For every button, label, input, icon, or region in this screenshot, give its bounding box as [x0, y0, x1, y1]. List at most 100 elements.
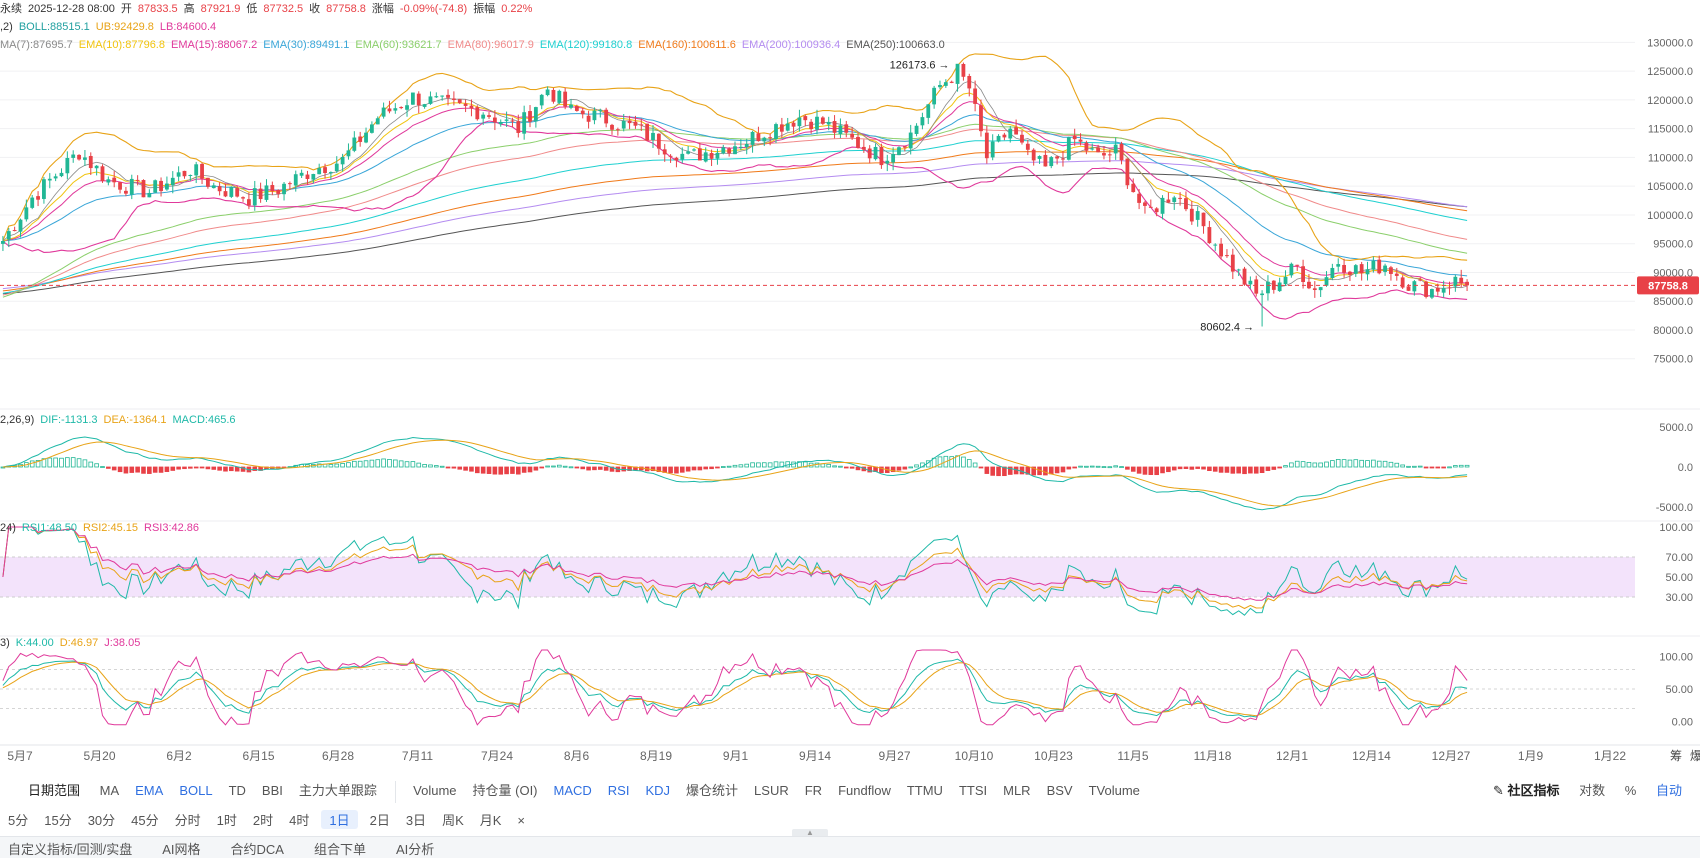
- bottom-tab[interactable]: 自定义指标/回测/实盘: [8, 842, 133, 857]
- candle-body: [1365, 269, 1370, 275]
- ema-item: MA(7):87695.7: [0, 39, 73, 51]
- bottom-tab[interactable]: 组合下单: [313, 842, 366, 857]
- candle-body: [569, 104, 573, 108]
- macd-histogram-bar: [527, 466, 533, 473]
- candle-body: [159, 180, 163, 192]
- candle-body: [1037, 156, 1042, 159]
- candle-body: [539, 94, 544, 106]
- macd-histogram-bar: [1324, 461, 1329, 468]
- candle-body: [996, 135, 1001, 142]
- candle-body: [551, 89, 556, 102]
- macd-histogram-bar: [603, 466, 609, 471]
- candle-body: [639, 124, 644, 126]
- candle-body: [182, 170, 187, 177]
- macd-histogram-bar: [767, 462, 773, 468]
- candle-body: [1061, 158, 1065, 160]
- candle-body: [287, 183, 292, 185]
- sub-indicator-chip[interactable]: KDJ: [645, 783, 671, 798]
- candle-body: [100, 166, 105, 181]
- collapse-handle[interactable]: ▲: [792, 829, 828, 837]
- community-indicators-button[interactable]: ✎ 社区指标: [1492, 783, 1560, 798]
- timeframe-45分[interactable]: 45分: [131, 813, 159, 828]
- sub-indicator-chip[interactable]: 持仓量 (OI): [472, 783, 538, 798]
- macd-histogram-bar: [715, 466, 720, 469]
- sub-indicator-chip[interactable]: TTMU: [906, 783, 943, 798]
- candle-body: [1055, 156, 1060, 159]
- bottom-tab[interactable]: 合约DCA: [230, 842, 284, 857]
- macd-histogram-bar: [59, 457, 64, 468]
- macd-histogram-bar: [439, 465, 445, 468]
- candle-body: [592, 110, 597, 121]
- timeframe-1日[interactable]: 1日: [321, 810, 358, 829]
- indicator-chip[interactable]: MA: [99, 783, 120, 798]
- indicator-chip[interactable]: 主力大单跟踪: [298, 783, 377, 798]
- candle-body: [200, 163, 204, 179]
- timeframe-5分[interactable]: 5分: [8, 813, 29, 828]
- date-range-dropdown[interactable]: 日期范围: [28, 783, 81, 798]
- candle-body: [1283, 276, 1288, 285]
- sub-indicator-chip[interactable]: Fundflow: [838, 783, 891, 798]
- candle-body: [235, 188, 240, 197]
- macd-histogram-bar: [1341, 459, 1347, 468]
- percent-button[interactable]: %: [1624, 783, 1637, 798]
- price-tick-label: 120000.0: [1647, 95, 1693, 107]
- candle-body: [77, 154, 81, 160]
- sub-indicator-chip[interactable]: 爆仓统计: [686, 783, 739, 798]
- timeframe-1时[interactable]: 1时: [216, 813, 237, 828]
- sub-indicator-chip[interactable]: TVolume: [1088, 783, 1140, 798]
- sub-indicator-chip[interactable]: LSUR: [754, 783, 789, 798]
- log-scale-button[interactable]: 对数: [1579, 783, 1606, 798]
- sub-indicator-chip[interactable]: MACD: [553, 783, 592, 798]
- candle-body: [340, 156, 345, 165]
- candle-body: [674, 157, 679, 161]
- candle-body: [528, 111, 532, 122]
- indicator-chip[interactable]: BBI: [261, 783, 283, 798]
- bottom-tab[interactable]: AI网格: [162, 842, 201, 857]
- macd-histogram-bar: [826, 463, 832, 468]
- macd-histogram-bar: [47, 457, 53, 468]
- candle-body: [522, 112, 527, 134]
- sub-indicator-chip[interactable]: TTSI: [958, 783, 988, 798]
- macd-histogram-bar: [1429, 466, 1435, 469]
- timeframe-15分[interactable]: 15分: [44, 813, 72, 828]
- sub-indicator-chip[interactable]: BSV: [1046, 783, 1073, 798]
- candle-body: [416, 93, 421, 106]
- bottom-tab[interactable]: AI分析: [396, 842, 435, 857]
- macd-histogram-bar: [35, 460, 41, 468]
- close-timeframe-icon[interactable]: ×: [517, 813, 525, 828]
- candle-body: [440, 95, 445, 97]
- candle-body: [65, 157, 70, 174]
- macd-item: MACD:465.6: [172, 414, 236, 426]
- sub-indicator-chip[interactable]: FR: [804, 783, 823, 798]
- macd-histogram-bar: [1130, 466, 1136, 472]
- ohlc-item: 87921.9: [200, 3, 241, 15]
- macd-histogram-bar: [188, 466, 193, 469]
- timeframe-周K[interactable]: 周K: [442, 813, 464, 828]
- macd-histogram-bar: [223, 466, 228, 472]
- indicator-chip[interactable]: TD: [228, 783, 246, 798]
- timeframe-30分[interactable]: 30分: [87, 813, 116, 828]
- price-tick-label: 110000.0: [1648, 152, 1693, 164]
- macd-histogram-bar: [1107, 466, 1113, 469]
- timeframe-分时[interactable]: 分时: [174, 813, 201, 828]
- indicator-toolbar: 日期范围 MA EMA BOLL TD BBI 主力大单跟踪 Volume 持仓量 (OI)…: [0, 780, 1700, 803]
- timeframe-4时[interactable]: 4时: [289, 813, 310, 828]
- candle-body: [651, 132, 655, 141]
- candle-body: [926, 104, 931, 118]
- indicator-chip[interactable]: EMA: [135, 783, 164, 798]
- ema-line: [2, 160, 1468, 290]
- timeframe-3日[interactable]: 3日: [405, 813, 427, 828]
- candle-body: [59, 172, 64, 177]
- timeframe-2日[interactable]: 2日: [369, 813, 390, 828]
- boll-lines: [2, 53, 1468, 320]
- indicator-chip[interactable]: BOLL: [179, 783, 213, 798]
- timeframe-月K[interactable]: 月K: [479, 813, 502, 828]
- sub-indicator-chip[interactable]: MLR: [1003, 783, 1031, 798]
- auto-scale-button[interactable]: 自动: [1655, 783, 1682, 798]
- chart-canvas[interactable]: 87758.8 130000.0 125000.0 120000.0 115000.0 1…: [0, 0, 1700, 790]
- date-tick-label: 1月22: [1594, 749, 1626, 763]
- timeframe-2时[interactable]: 2时: [252, 813, 274, 828]
- macd-histogram-bar: [111, 466, 117, 471]
- sub-indicator-chip[interactable]: RSI: [607, 783, 630, 798]
- sub-indicator-chip[interactable]: Volume: [413, 783, 457, 798]
